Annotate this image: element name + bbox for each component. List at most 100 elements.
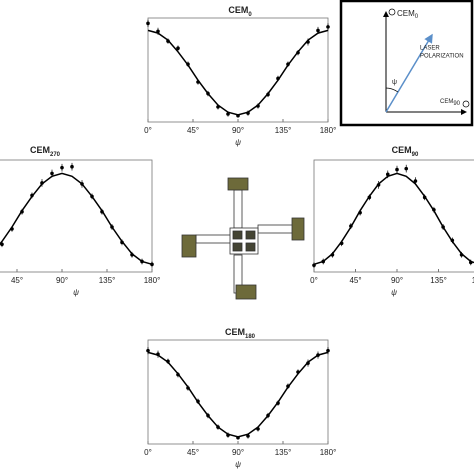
data-point bbox=[358, 210, 362, 215]
title-subscript: 90 bbox=[412, 152, 419, 158]
data-point bbox=[226, 433, 230, 437]
data-point bbox=[376, 183, 381, 187]
x-tick-label: 45° bbox=[349, 276, 361, 285]
data-point bbox=[286, 62, 290, 67]
x-axis-label: ψ bbox=[235, 138, 241, 147]
title-text: CEM bbox=[30, 145, 50, 155]
data-point bbox=[306, 40, 310, 44]
data-point bbox=[130, 252, 134, 257]
data-point bbox=[166, 359, 170, 364]
detector-icon bbox=[462, 100, 470, 108]
data-point bbox=[176, 46, 180, 51]
data-point bbox=[176, 372, 180, 377]
data-point bbox=[326, 348, 330, 353]
data-point bbox=[30, 193, 34, 198]
data-point bbox=[100, 209, 104, 214]
data-point bbox=[40, 181, 44, 185]
data-point bbox=[413, 179, 418, 183]
data-point bbox=[206, 91, 210, 96]
x-tick-label: 90° bbox=[232, 126, 244, 135]
data-point bbox=[50, 171, 54, 176]
plot-frame bbox=[0, 159, 153, 273]
chart-title: CEM90 bbox=[392, 145, 419, 157]
data-point bbox=[216, 425, 220, 429]
data-point bbox=[459, 252, 464, 257]
label: CEM bbox=[440, 99, 453, 105]
data-point bbox=[296, 50, 300, 55]
title-subscript: 270 bbox=[50, 152, 61, 158]
x-tick-label: 135° bbox=[275, 126, 292, 135]
arrow-label: LASER bbox=[420, 46, 440, 52]
data-point bbox=[120, 240, 124, 245]
angle-label: ψ bbox=[392, 79, 397, 86]
data-point bbox=[246, 111, 250, 115]
subscript: 90 bbox=[453, 101, 460, 107]
data-point bbox=[140, 259, 144, 264]
data-point bbox=[146, 348, 150, 353]
arrow-label: POLARIZATION bbox=[420, 54, 464, 60]
x-tick-label: 45° bbox=[187, 126, 199, 135]
x-axis-label: ψ bbox=[391, 288, 397, 297]
x-axis-label: ψ bbox=[235, 460, 241, 469]
device-schematic bbox=[181, 177, 305, 300]
data-point bbox=[450, 238, 455, 243]
data-point bbox=[216, 105, 220, 109]
x-tick-label: 135° bbox=[275, 448, 292, 457]
data-point bbox=[90, 194, 94, 199]
plot-frame bbox=[147, 17, 329, 123]
title-text: CEM bbox=[225, 327, 245, 337]
data-point bbox=[206, 413, 210, 418]
data-point bbox=[286, 384, 290, 389]
chart-title: CEM270 bbox=[30, 145, 61, 157]
data-point bbox=[20, 209, 24, 214]
x-tick-label: 0° bbox=[144, 448, 152, 457]
data-point bbox=[256, 427, 260, 431]
data-point bbox=[395, 167, 399, 172]
data-point bbox=[404, 166, 409, 171]
data-point bbox=[256, 104, 260, 108]
inset: CEM0 CEM90 LASER POLARIZATION ψ bbox=[339, 0, 474, 127]
data-point bbox=[276, 76, 280, 81]
x-tick-label: 180° bbox=[320, 126, 337, 135]
label: CEM bbox=[397, 9, 415, 18]
right-axis-label: CEM90 bbox=[440, 99, 461, 107]
x-tick-label: 135° bbox=[430, 276, 447, 285]
data-point bbox=[246, 434, 250, 438]
data-point bbox=[432, 207, 436, 212]
data-point bbox=[296, 370, 300, 374]
title-text: CEM bbox=[228, 5, 248, 15]
angle-arc bbox=[385, 87, 399, 93]
data-point bbox=[60, 165, 64, 170]
data-point bbox=[156, 352, 160, 357]
detector-icon bbox=[388, 8, 396, 16]
data-point bbox=[349, 224, 353, 228]
data-point bbox=[150, 262, 154, 267]
subscript: 0 bbox=[415, 14, 419, 20]
data-point bbox=[196, 399, 200, 404]
inset-frame bbox=[339, 0, 474, 127]
plot: CEM0 0° 45° 90° 135° 180° ψ bbox=[144, 5, 336, 147]
data-point bbox=[226, 112, 230, 116]
polarization-arrow bbox=[385, 33, 433, 113]
x-axis-label: ψ bbox=[73, 288, 79, 297]
data-point bbox=[0, 242, 4, 247]
x-tick-label: 0° bbox=[310, 276, 318, 285]
plot-frame bbox=[313, 159, 474, 273]
data-point bbox=[316, 28, 320, 33]
data-point bbox=[468, 260, 473, 265]
data-point bbox=[146, 21, 150, 26]
data-point bbox=[266, 413, 270, 418]
data-point bbox=[316, 353, 320, 357]
title-text: CEM bbox=[392, 145, 412, 155]
data-point bbox=[367, 195, 372, 200]
chart-title: CEM0 bbox=[228, 5, 252, 17]
title-subscript: 180 bbox=[245, 334, 256, 340]
data-point bbox=[186, 62, 190, 67]
x-tick-label: 180° bbox=[320, 448, 337, 457]
x-tick-label: 45° bbox=[187, 448, 199, 457]
x-tick-label: 135° bbox=[99, 276, 116, 285]
top-axis-label: CEM0 bbox=[397, 9, 419, 19]
x-tick-label: 180° bbox=[144, 276, 161, 285]
data-point bbox=[306, 361, 310, 365]
